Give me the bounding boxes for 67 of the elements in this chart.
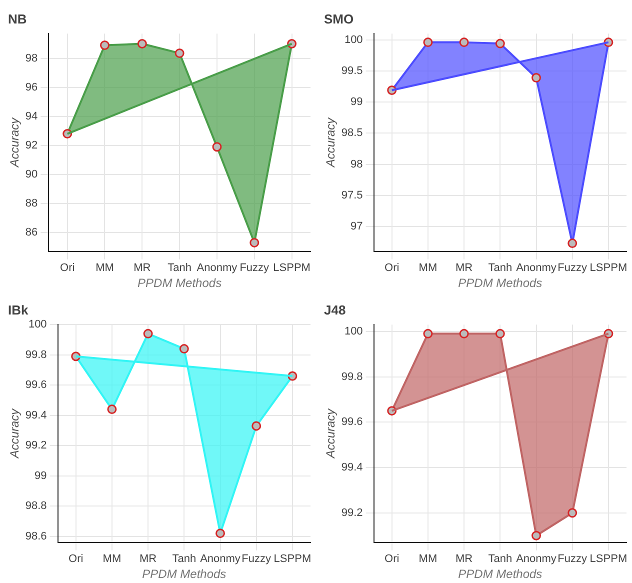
x-tick-label: Fuzzy (242, 553, 272, 566)
y-tick-label: 100 (344, 325, 363, 338)
chart-title: IBk (8, 302, 29, 318)
x-tick-label: MR (456, 262, 473, 274)
y-tick-label: 99.4 (341, 462, 363, 474)
x-axis-title: PPDM Methods (138, 276, 222, 290)
x-tick-label: LSPPM (590, 553, 628, 566)
x-tick-label: LSPPM (590, 262, 628, 274)
y-tick-label: 99 (350, 96, 363, 108)
y-tick-label: 99 (34, 470, 47, 482)
y-tick-label: 99.6 (341, 416, 363, 428)
y-tick-label: 97.5 (341, 189, 363, 202)
x-tick-label: Ori (384, 262, 400, 274)
x-tick-label: MM (418, 262, 438, 274)
x-tick-label: Anonmy (196, 262, 238, 274)
chart-title: J48 (324, 302, 346, 318)
x-tick-label: MM (418, 553, 438, 566)
x-tick-label: Tanh (488, 553, 512, 566)
x-tick-label: MR (456, 553, 473, 566)
y-tick-label: 99.2 (25, 440, 47, 452)
y-tick-label: 86 (25, 226, 38, 239)
x-tick-label: LSPPM (274, 553, 312, 566)
y-tick-label: 99.6 (25, 379, 47, 392)
x-tick-label: Tanh (488, 262, 512, 274)
chart-title: NB (8, 11, 27, 26)
x-tick-label: Anonmy (516, 553, 557, 566)
x-tick-label: Tanh (168, 262, 192, 274)
x-tick-label: Ori (384, 553, 400, 566)
y-tick-label: 98.6 (25, 530, 47, 542)
y-tick-label: 98.8 (25, 500, 47, 512)
y-axis-title: Accuracy (324, 408, 338, 460)
y-tick-label: 90 (25, 168, 38, 180)
y-tick-label: 94 (25, 110, 38, 122)
x-tick-label: Tanh (172, 553, 196, 566)
x-tick-label: MM (96, 262, 114, 274)
y-tick-label: 97 (350, 220, 363, 233)
y-tick-label: 99.8 (341, 370, 363, 383)
x-axis-title: PPDM Methods (458, 567, 542, 582)
y-axis-title: Accuracy (8, 116, 22, 168)
x-axis-title: PPDM Methods (142, 567, 226, 582)
x-tick-label: MM (102, 553, 122, 566)
x-tick-label: Anonmy (516, 262, 557, 274)
x-tick-label: Fuzzy (240, 262, 270, 274)
x-tick-label: Ori (68, 553, 84, 566)
y-tick-label: 99.2 (341, 506, 363, 519)
x-tick-label: LSPPM (273, 262, 310, 274)
y-tick-label: 100 (344, 34, 363, 46)
x-tick-label: Fuzzy (558, 262, 588, 274)
y-tick-label: 98 (350, 158, 363, 170)
y-axis-title: Accuracy (8, 408, 22, 460)
y-tick-label: 100 (28, 318, 47, 331)
x-tick-label: Ori (60, 262, 75, 274)
y-tick-label: 99.8 (25, 348, 47, 361)
y-tick-label: 99.5 (341, 64, 363, 77)
y-tick-label: 99.4 (25, 409, 47, 422)
y-axis-title: Accuracy (324, 116, 338, 168)
x-tick-label: Anonmy (200, 553, 241, 566)
y-tick-label: 92 (25, 139, 38, 152)
x-axis-title: PPDM Methods (458, 276, 542, 290)
y-tick-label: 88 (25, 198, 38, 210)
y-tick-label: 98.5 (341, 127, 363, 140)
chart-title: SMO (324, 11, 354, 26)
x-tick-label: MR (134, 262, 151, 274)
x-tick-label: Fuzzy (558, 553, 588, 566)
x-tick-label: MR (140, 553, 157, 566)
y-tick-label: 98 (25, 52, 38, 64)
y-tick-label: 96 (25, 81, 38, 94)
